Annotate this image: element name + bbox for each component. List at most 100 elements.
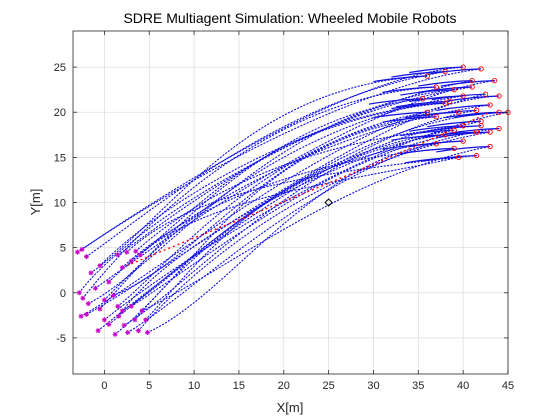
marker-layer	[74, 64, 511, 337]
agent-trajectory-tail	[409, 125, 464, 132]
agent-trajectory-tail	[409, 95, 464, 102]
y-tick-label: 0	[60, 288, 66, 300]
x-tick-label: 25	[322, 380, 334, 392]
agent-trajectory-tail	[382, 143, 437, 150]
agent-start-marker	[101, 317, 107, 323]
agent-end-marker	[478, 123, 484, 129]
agent-trajectory-tail	[391, 102, 446, 110]
y-tick-label: 10	[54, 198, 66, 210]
x-tick-label: 10	[188, 380, 200, 392]
agent-start-marker	[115, 252, 121, 258]
agent-trajectory-tail	[391, 71, 446, 78]
agent-trajectory	[146, 143, 437, 334]
agent-end-marker	[469, 77, 475, 84]
agent-trajectory	[78, 80, 473, 294]
agent-end-marker	[433, 84, 439, 90]
agent-trajectory	[87, 89, 455, 305]
agent-start-marker	[95, 328, 101, 334]
agent-start-marker	[110, 292, 116, 298]
agent-start-marker	[78, 313, 84, 319]
agent-end-marker	[451, 87, 457, 93]
agent-trajectory-tail	[422, 131, 477, 139]
agent-trajectory	[82, 86, 437, 299]
chart-title: SDRE Multiagent Simulation: Wheeled Mobi…	[123, 10, 456, 26]
agent-trajectory-tail	[409, 140, 464, 148]
agent-trajectory	[121, 147, 455, 269]
agent-end-marker	[442, 132, 448, 138]
agent-end-marker	[460, 123, 466, 129]
agent-start-marker	[121, 322, 127, 328]
agent-end-marker	[424, 109, 430, 115]
agent-start-marker	[83, 254, 89, 260]
agent-trajectory	[81, 68, 482, 250]
leader-path-layer	[126, 111, 491, 267]
grid-layer	[73, 31, 509, 374]
agent-end-marker	[487, 129, 493, 135]
agent-start-marker	[115, 303, 121, 309]
agent-start-marker	[119, 308, 125, 314]
x-tick-label: 20	[278, 380, 290, 392]
agent-start-marker	[132, 317, 138, 323]
agent-trajectory	[117, 111, 460, 307]
agent-trajectory-tail	[382, 116, 437, 123]
agent-trajectory	[141, 145, 491, 312]
agent-end-marker	[451, 127, 457, 133]
agent-start-marker	[106, 321, 112, 327]
agent-start-marker	[85, 301, 91, 307]
agent-start-marker	[133, 248, 139, 254]
agent-trajectory-tail	[382, 86, 437, 93]
agent-trajectory-tail	[418, 86, 473, 93]
y-tick-label: -5	[56, 333, 66, 345]
agent-end-marker	[451, 145, 457, 151]
agent-trajectory-tail	[373, 75, 428, 83]
agent-start-marker	[124, 249, 130, 255]
agent-trajectory-tail	[404, 156, 459, 164]
agent-trajectory-tail	[427, 120, 482, 128]
agent-trajectory-tail	[436, 145, 491, 153]
agent-trajectory	[139, 100, 451, 256]
agent-start-marker	[88, 270, 94, 276]
agent-end-marker	[460, 64, 466, 70]
agent-end-marker	[442, 68, 448, 75]
agent-trajectory	[130, 131, 478, 307]
agent-trajectory-tail	[445, 127, 500, 135]
x-tick-label: 5	[146, 380, 152, 392]
agent-trajectory	[94, 80, 496, 289]
agent-end-marker	[482, 91, 489, 97]
agent-start-marker	[92, 285, 98, 291]
y-tick-label: 5	[60, 243, 66, 255]
x-tick-label: 30	[367, 380, 379, 392]
agent-end-marker	[496, 109, 502, 115]
y-tick-label: 25	[54, 62, 66, 74]
agent-start-marker	[116, 313, 122, 319]
agent-start-marker	[135, 328, 141, 334]
agent-start-marker	[125, 329, 131, 335]
tick-layer: 0 5 10 15 20 25 30 35 40 45 -5 0 5 10 15 20 25	[54, 31, 514, 392]
agent-trajectory	[99, 98, 424, 310]
trajectory-layer	[76, 66, 509, 335]
agent-start-marker	[128, 303, 134, 309]
agent-trajectory	[112, 111, 428, 297]
agent-end-marker	[433, 141, 439, 147]
agent-trajectory	[127, 127, 500, 334]
agent-start-marker	[128, 258, 134, 264]
agent-trajectory	[130, 156, 460, 262]
agent-end-marker	[487, 102, 493, 108]
agent-end-marker	[433, 114, 439, 120]
agent-end-marker	[473, 129, 480, 135]
agent-trajectory-tail	[395, 100, 450, 108]
agent-trajectory-tail	[436, 104, 491, 112]
x-tick-label: 0	[101, 380, 107, 392]
agent-trajectory	[114, 116, 437, 335]
agent-trajectory-tail	[427, 125, 482, 132]
agent-trajectory-tail	[409, 66, 464, 74]
agent-start-marker	[83, 311, 89, 317]
agent-end-marker	[473, 152, 480, 159]
agent-trajectory-tail	[400, 147, 455, 155]
agent-end-marker	[447, 98, 453, 105]
agent-end-marker	[496, 125, 502, 132]
agent-start-marker	[97, 263, 103, 269]
y-axis-label: Y[m]	[28, 189, 43, 216]
agent-end-marker	[487, 143, 493, 150]
